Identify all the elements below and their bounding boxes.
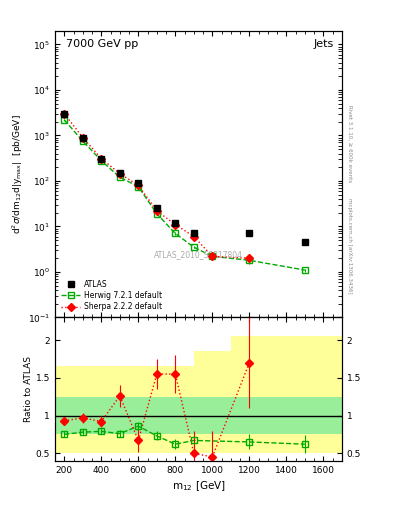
Text: ATLAS_2010_S8817804: ATLAS_2010_S8817804 — [154, 250, 243, 259]
X-axis label: m$_{12}$ [GeV]: m$_{12}$ [GeV] — [171, 479, 226, 493]
Text: Rivet 3.1.10, ≥ 600k events: Rivet 3.1.10, ≥ 600k events — [347, 105, 352, 182]
Y-axis label: d$^2\sigma$/dm$_{12}$d|y$_{\rm max}$|  [pb/GeV]: d$^2\sigma$/dm$_{12}$d|y$_{\rm max}$| [p… — [11, 114, 25, 234]
Y-axis label: Ratio to ATLAS: Ratio to ATLAS — [24, 356, 33, 422]
Text: Jets: Jets — [313, 39, 333, 49]
Legend: ATLAS, Herwig 7.2.1 default, Sherpa 2.2.2 default: ATLAS, Herwig 7.2.1 default, Sherpa 2.2.… — [59, 278, 164, 314]
Text: 7000 GeV pp: 7000 GeV pp — [66, 39, 139, 49]
Text: mcplots.cern.ch [arXiv:1306.3436]: mcplots.cern.ch [arXiv:1306.3436] — [347, 198, 352, 293]
